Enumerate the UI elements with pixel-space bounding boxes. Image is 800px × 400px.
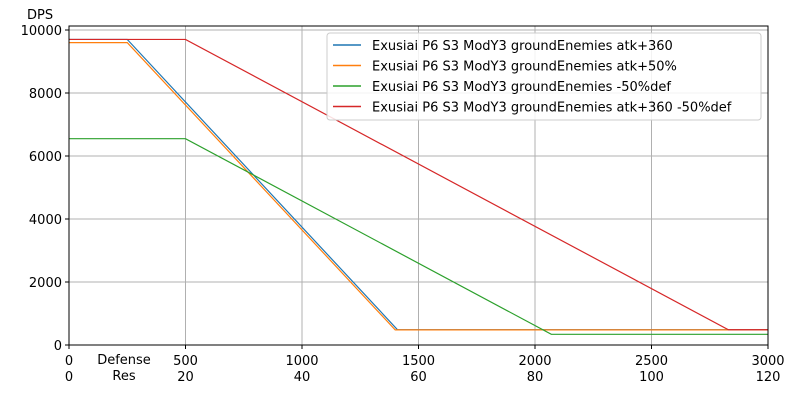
x-tick-label: 500 <box>173 354 198 369</box>
y-axis-label: DPS <box>27 8 53 23</box>
series-line-4 <box>69 38 768 331</box>
x2-tick-label: 40 <box>294 370 311 385</box>
x2-tick-label: 80 <box>527 370 544 385</box>
y-tick-label: 10000 <box>21 24 62 39</box>
x2-tick-label: 60 <box>410 370 427 385</box>
x2-tick-label: 120 <box>756 370 781 385</box>
x-tick-label: 3000 <box>751 354 784 369</box>
x-axis-label-secondary: Res <box>112 369 135 384</box>
legend-label: Exusiai P6 S3 ModY3 groundEnemies atk+50… <box>372 60 677 75</box>
x-tick-label: 1500 <box>402 354 435 369</box>
x-tick-label: 2500 <box>635 354 668 369</box>
legend-label: Exusiai P6 S3 ModY3 groundEnemies -50%de… <box>372 80 671 95</box>
y-tick-label: 8000 <box>29 87 62 102</box>
series-line-3 <box>69 138 768 335</box>
legend-label: Exusiai P6 S3 ModY3 groundEnemies atk+36… <box>372 39 673 54</box>
legend: Exusiai P6 S3 ModY3 groundEnemies atk+36… <box>326 32 762 121</box>
legend-label: Exusiai P6 S3 ModY3 groundEnemies atk+36… <box>372 101 732 116</box>
series-line-2 <box>69 41 768 331</box>
y-tick-label: 0 <box>54 339 62 354</box>
x2-tick-label: 100 <box>639 370 664 385</box>
y-tick-label: 4000 <box>29 213 62 228</box>
legend-box <box>326 32 762 121</box>
x-tick-label: 1000 <box>285 354 318 369</box>
x2-tick-label: 20 <box>177 370 194 385</box>
x-tick-label: 2000 <box>518 354 551 369</box>
y-tick-label: 2000 <box>29 276 62 291</box>
y-tick-label: 6000 <box>29 150 62 165</box>
x-tick-label: 0 <box>65 354 73 369</box>
x-axis-label: Defense <box>97 353 151 368</box>
x2-tick-label: 0 <box>65 370 73 385</box>
